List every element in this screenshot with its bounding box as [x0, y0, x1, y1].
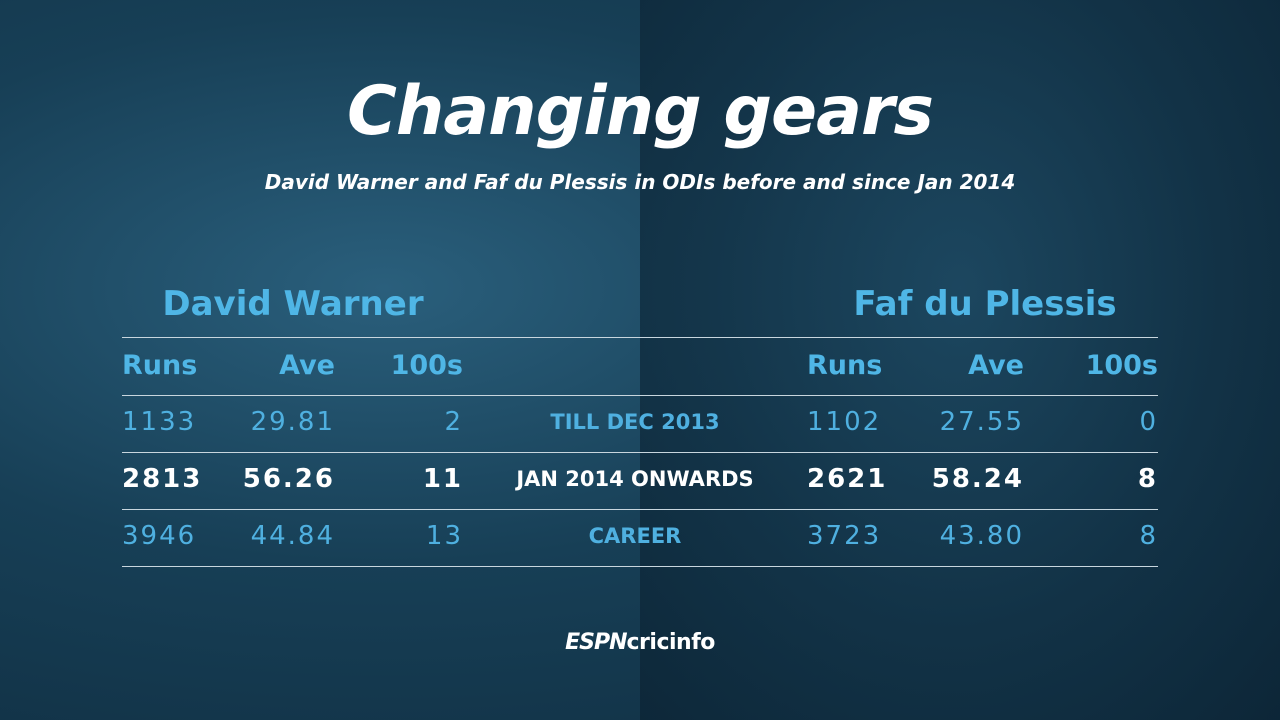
- divider: [122, 337, 1158, 338]
- column-header: Ave: [968, 350, 1024, 381]
- stat-cell: 2: [444, 407, 463, 437]
- divider: [122, 395, 1158, 396]
- stat-cell: 3723: [807, 521, 882, 551]
- stat-cell: 8: [1139, 521, 1158, 551]
- column-header: Ave: [279, 350, 335, 381]
- column-header: 100s: [1085, 350, 1158, 381]
- stat-cell: 13: [425, 521, 463, 551]
- title: Changing gears: [346, 72, 934, 151]
- logo-site: cricinfo: [626, 630, 716, 655]
- stat-cell: 0: [1139, 407, 1158, 437]
- stat-cell: 11: [422, 464, 463, 494]
- stat-cell: 58.24: [931, 464, 1024, 494]
- row-label: TILL DEC 2013: [550, 410, 720, 434]
- background-panel: [640, 0, 1280, 720]
- logo: ESPNcricinfo: [0, 630, 1280, 655]
- column-header: Runs: [807, 350, 883, 381]
- column-header: Runs: [122, 350, 198, 381]
- stat-cell: 29.81: [250, 407, 335, 437]
- divider: [122, 509, 1158, 510]
- subtitle: David Warner and Faf du Plessis in ODIs …: [264, 170, 1016, 194]
- logo-brand: ESPN: [565, 630, 627, 655]
- player-name: Faf du Plessis: [853, 284, 1117, 324]
- divider: [122, 452, 1158, 453]
- stat-cell: 27.55: [939, 407, 1024, 437]
- stat-cell: 56.26: [242, 464, 335, 494]
- stat-cell: 44.84: [250, 521, 335, 551]
- stat-cell: 3946: [122, 521, 197, 551]
- stat-cell: 2813: [122, 464, 203, 494]
- stat-cell: 1133: [122, 407, 197, 437]
- stat-cell: 1102: [807, 407, 882, 437]
- divider: [122, 566, 1158, 567]
- column-header: 100s: [390, 350, 463, 381]
- row-label: CAREER: [588, 524, 682, 548]
- stat-cell: 8: [1137, 464, 1158, 494]
- stat-cell: 43.80: [939, 521, 1024, 551]
- row-label: JAN 2014 ONWARDS: [516, 467, 754, 491]
- stat-cell: 2621: [807, 464, 888, 494]
- player-name: David Warner: [162, 284, 424, 324]
